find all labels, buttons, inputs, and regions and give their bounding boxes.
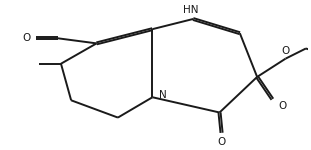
Text: O: O — [281, 46, 290, 56]
Text: O: O — [22, 33, 30, 43]
Text: O: O — [217, 137, 226, 147]
Text: N: N — [159, 90, 166, 100]
Text: HN: HN — [183, 5, 199, 15]
Text: O: O — [278, 101, 287, 111]
